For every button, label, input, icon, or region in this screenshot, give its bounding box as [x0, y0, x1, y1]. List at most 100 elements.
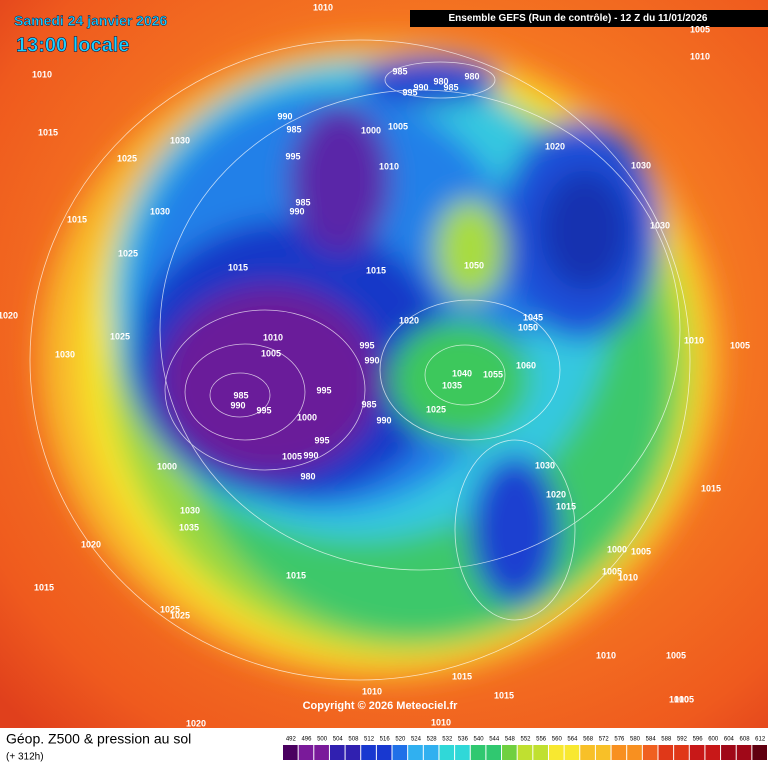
- legend-label: 560: [552, 737, 563, 743]
- isobar-label: 1005: [666, 650, 686, 660]
- isobar-label: 990: [277, 111, 292, 121]
- isobar-label: 985: [233, 390, 248, 400]
- isobar-label: 1035: [442, 380, 462, 390]
- isobar-label: 1005: [261, 348, 281, 358]
- legend-label: 564: [567, 737, 578, 743]
- legend-swatch: [689, 745, 705, 760]
- legend-label: 576: [614, 737, 625, 743]
- legend-label: 536: [458, 737, 469, 743]
- legend-swatch: [283, 745, 298, 760]
- copyright: Copyright © 2026 Meteociel.fr: [303, 700, 459, 712]
- isobar-label: 990: [413, 82, 428, 92]
- legend-label: 496: [301, 737, 312, 743]
- legend-swatch: [564, 745, 580, 760]
- isobar-label: 980: [433, 76, 448, 86]
- legend-label: 508: [348, 737, 359, 743]
- isobar-label: 1005: [674, 694, 694, 704]
- legend-label: 520: [395, 737, 406, 743]
- isobar-label: 1015: [286, 570, 306, 580]
- isobar-label: 1020: [186, 718, 206, 728]
- legend-swatch: [752, 745, 767, 760]
- isobar-label: 1030: [55, 349, 75, 359]
- legend-swatch: [423, 745, 439, 760]
- legend-swatch: [314, 745, 329, 760]
- legend-swatch: [627, 745, 642, 760]
- legend-label: 596: [693, 737, 704, 743]
- legend-swatch: [455, 745, 470, 760]
- isobar-label: 1050: [464, 260, 484, 270]
- legend-swatch: [580, 745, 595, 760]
- isobar-label: 1050: [518, 322, 538, 332]
- isobar-label: 1010: [313, 2, 333, 12]
- isobar-label: 995: [256, 405, 271, 415]
- legend-label: 516: [380, 737, 391, 743]
- legend-swatch: [376, 745, 392, 760]
- isobar-label: 1010: [684, 335, 704, 345]
- isobar-label: 1025: [110, 331, 130, 341]
- isobar-label: 985: [295, 197, 310, 207]
- isobar-label: 1005: [282, 451, 302, 461]
- isobar-label: 1020: [81, 539, 101, 549]
- isobar-label: 1015: [701, 483, 721, 493]
- isobar-label: 1015: [452, 671, 472, 681]
- isobar-label: 1005: [388, 121, 408, 131]
- legend-label: 608: [740, 737, 751, 743]
- isobar-label: 985: [443, 82, 458, 92]
- isobar-label: 1030: [150, 206, 170, 216]
- legend-label: 584: [646, 737, 657, 743]
- time-label: 13:00 locale: [16, 34, 129, 56]
- isobar-label: 1055: [483, 369, 503, 379]
- isobar-label: 1040: [452, 368, 472, 378]
- legend-label: 528: [427, 737, 438, 743]
- isobar-label: 990: [303, 450, 318, 460]
- isobar-label: 1015: [38, 127, 58, 137]
- isobar-label: 1005: [690, 24, 710, 34]
- legend-swatch: [611, 745, 627, 760]
- isobar-label: 1000: [157, 461, 177, 471]
- model-title: Ensemble GEFS (Run de contrôle) - 12 Z d…: [449, 13, 708, 24]
- isobar-label: 1010: [362, 686, 382, 696]
- legend-label: 612: [755, 737, 766, 743]
- legend-swatch: [361, 745, 376, 760]
- legend-swatch: [517, 745, 533, 760]
- legend-label: 552: [520, 737, 531, 743]
- legend-label: 600: [708, 737, 719, 743]
- isobar-label: 1010: [379, 161, 399, 171]
- isobar-label: 1010: [431, 717, 451, 727]
- isobar-label: 1015: [228, 262, 248, 272]
- isobar-label: 1025: [170, 610, 190, 620]
- legend-swatch: [329, 745, 345, 760]
- isobar-label: 995: [316, 385, 331, 395]
- isobar-label: 1005: [602, 566, 622, 576]
- isobar-label: 1015: [556, 501, 576, 511]
- legend-label: 588: [661, 737, 672, 743]
- isobar-label: 1005: [631, 546, 651, 556]
- isobar-label: 1025: [118, 248, 138, 258]
- legend-label: 592: [677, 737, 688, 743]
- isobar-label: 1000: [361, 125, 381, 135]
- isobar-label: 990: [230, 400, 245, 410]
- legend-swatch: [470, 745, 486, 760]
- legend-label: 556: [536, 737, 547, 743]
- isobar-label: 985: [361, 399, 376, 409]
- legend-swatch: [439, 745, 455, 760]
- footer-title: Géop. Z500 & pression au sol: [6, 731, 191, 747]
- isobar-label: 995: [402, 87, 417, 97]
- legend-swatch: [533, 745, 548, 760]
- isobar-label: 1000: [297, 412, 317, 422]
- isobar-label: 1015: [67, 214, 87, 224]
- isobar-label: 980: [464, 71, 479, 81]
- legend-label: 492: [286, 737, 297, 743]
- isobar-label: 1015: [366, 265, 386, 275]
- legend-swatch: [298, 745, 314, 760]
- isobar-label: 1010: [690, 51, 710, 61]
- legend-label: 524: [411, 737, 422, 743]
- date-label: Samedi 24 janvier 2026: [14, 13, 168, 29]
- isobar-label: 995: [285, 151, 300, 161]
- isobar-label: 1060: [516, 360, 536, 370]
- legend-label: 540: [474, 737, 485, 743]
- color-legend: 492 496 500 504 508 512 516 520 524 528 532 536 540 5…: [283, 737, 767, 760]
- legend-swatch: [392, 745, 408, 760]
